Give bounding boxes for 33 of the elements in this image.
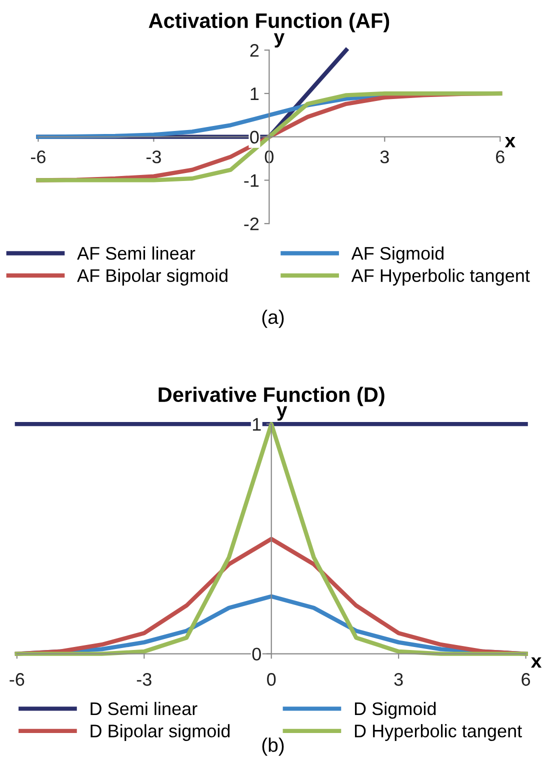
legend-label: AF Semi linear: [77, 246, 196, 260]
y-axis-title: y: [276, 406, 288, 421]
chart-title: Activation Function (AF): [148, 12, 390, 32]
x-tick-label: 6: [496, 150, 504, 164]
chart-title: Derivative Function (D): [158, 386, 384, 406]
x-axis-title: x: [531, 657, 542, 668]
legend-label: AF Bipolar sigmoid: [77, 268, 228, 286]
x-tick-label: -3: [136, 673, 152, 686]
y-tick-label: 1: [252, 418, 261, 431]
legend-label: AF Hyperbolic tangent: [351, 268, 530, 286]
y-tick-label: 0: [252, 648, 261, 661]
legend-label: D Bipolar sigmoid: [90, 724, 230, 741]
x-tick-label: 6: [522, 673, 530, 686]
x-tick-label: -6: [30, 150, 46, 164]
x-tick-label: 0: [267, 673, 276, 686]
legend-label: D Semi linear: [90, 702, 198, 716]
y-tick-label: -2: [244, 218, 259, 230]
x-tick-label: 0: [264, 150, 274, 164]
text: (b): [262, 738, 284, 756]
legend-label: D Hyperbolic tangent: [354, 724, 522, 741]
y-tick-label: 2: [250, 44, 259, 57]
text: (a): [262, 310, 284, 328]
x-tick-label: -6: [10, 673, 24, 686]
legend-label: AF Sigmoid: [351, 246, 444, 264]
x-tick-label: -3: [146, 150, 161, 164]
x-tick-label: 3: [380, 150, 389, 164]
y-axis-title: y: [274, 33, 285, 48]
x-axis-title: x: [504, 136, 516, 148]
y-tick-label: -1: [244, 174, 259, 187]
y-tick-label: 0: [250, 130, 259, 144]
legend-label: D Sigmoid: [354, 702, 436, 719]
y-tick-label: 1: [250, 88, 259, 100]
x-tick-label: 3: [394, 673, 403, 686]
